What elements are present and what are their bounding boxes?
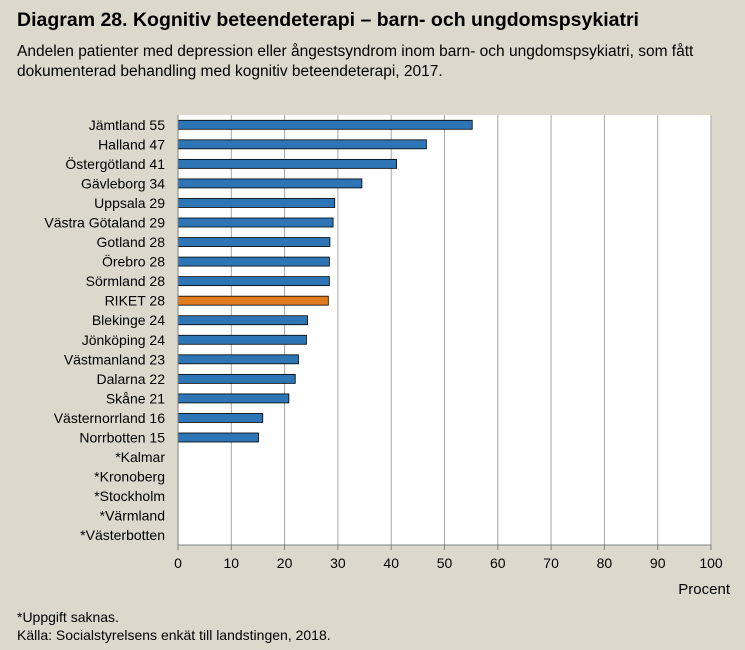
x-tick-label: 90 <box>650 555 666 571</box>
bar <box>177 393 290 404</box>
category-label: RIKET 28 <box>105 293 166 309</box>
bar <box>177 178 363 189</box>
x-tick-label: 40 <box>383 555 399 571</box>
bar <box>177 198 336 208</box>
x-tick-label: 20 <box>277 555 293 571</box>
bar <box>177 432 259 443</box>
bar <box>177 256 330 267</box>
category-label: Halland 47 <box>98 136 165 152</box>
category-label: *Kronoberg <box>94 469 165 485</box>
category-label: Västmanland 23 <box>64 351 165 367</box>
x-tick-label: 80 <box>597 555 613 571</box>
chart-subtitle: Andelen patienter med depression eller å… <box>17 43 694 80</box>
category-label: Skåne 21 <box>106 390 165 406</box>
category-label: Östergötland 41 <box>65 155 165 172</box>
x-tick-label: 50 <box>437 555 453 571</box>
missing-data-note: *Uppgift saknas. <box>17 609 119 625</box>
category-label: Jönköping 24 <box>82 332 166 348</box>
bar <box>177 139 427 150</box>
category-label: Jämtland 55 <box>89 117 165 133</box>
bar <box>177 334 307 345</box>
x-tick-label: 70 <box>543 555 559 571</box>
bar <box>177 413 264 423</box>
category-label: Gotland 28 <box>97 234 166 250</box>
bar <box>177 354 299 365</box>
footnotes: *Uppgift saknas. Källa: Socialstyrelsens… <box>17 609 331 644</box>
category-label: *Värmland <box>100 508 165 524</box>
category-label: *Kalmar <box>115 449 165 465</box>
bar <box>177 276 330 287</box>
category-label: Dalarna 22 <box>97 371 166 387</box>
bar <box>177 217 334 228</box>
category-label: Västra Götaland 29 <box>44 215 165 231</box>
source-note: Källa: Socialstyrelsens enkät till lands… <box>17 626 331 643</box>
category-label: *Stockholm <box>94 488 165 504</box>
category-label: Gävleborg 34 <box>81 175 165 191</box>
category-label: Sörmland 28 <box>86 273 166 289</box>
category-label: *Västerbotten <box>80 527 165 543</box>
category-label: Norrbotten 15 <box>79 430 165 446</box>
bar-highlight <box>177 295 329 306</box>
bar <box>177 119 473 130</box>
bar <box>177 315 308 326</box>
category-label: Örebro 28 <box>102 253 165 270</box>
x-tick-label: 100 <box>699 555 723 571</box>
x-tick-label: 30 <box>330 555 346 571</box>
x-tick-label: 60 <box>490 555 506 571</box>
bar-chart: Jämtland 55 Halland 47 Östergötland 41 Gävl… <box>44 115 731 598</box>
category-label: Uppsala 29 <box>94 195 165 211</box>
bar <box>177 158 397 169</box>
chart-title: Diagram 28. Kognitiv beteendeterapi – ba… <box>17 9 639 31</box>
bar <box>177 373 296 384</box>
category-label: Blekinge 24 <box>92 312 165 328</box>
x-axis-label: Procent <box>678 581 731 598</box>
x-tick-label: 10 <box>224 555 240 571</box>
bar <box>177 237 331 247</box>
x-tick-label: 0 <box>174 555 182 571</box>
category-label: Västernorrland 16 <box>54 410 166 426</box>
